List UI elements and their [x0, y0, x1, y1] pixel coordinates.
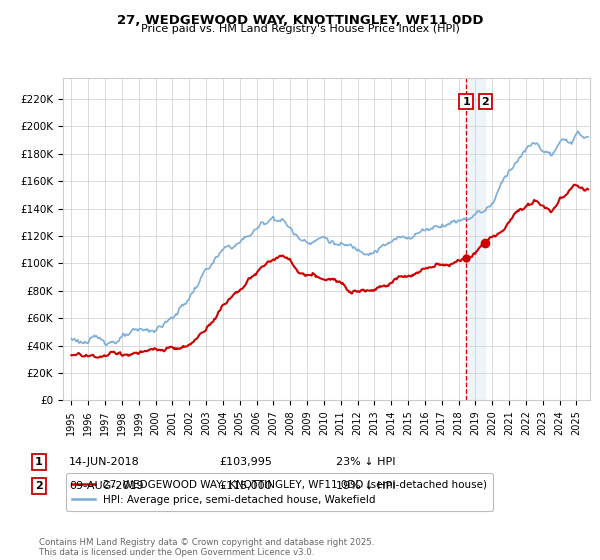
- Text: 2: 2: [482, 97, 490, 107]
- Text: 19% ↓ HPI: 19% ↓ HPI: [336, 481, 395, 491]
- Text: 2: 2: [35, 481, 43, 491]
- Text: 1: 1: [462, 97, 470, 107]
- Text: £115,000: £115,000: [219, 481, 272, 491]
- Text: 23% ↓ HPI: 23% ↓ HPI: [336, 457, 395, 467]
- Text: 14-JUN-2018: 14-JUN-2018: [69, 457, 140, 467]
- Text: 09-AUG-2019: 09-AUG-2019: [69, 481, 143, 491]
- Text: 27, WEDGEWOOD WAY, KNOTTINGLEY, WF11 0DD: 27, WEDGEWOOD WAY, KNOTTINGLEY, WF11 0DD: [117, 14, 483, 27]
- Legend: 27, WEDGEWOOD WAY, KNOTTINGLEY, WF11 0DD (semi-detached house), HPI: Average pri: 27, WEDGEWOOD WAY, KNOTTINGLEY, WF11 0DD…: [65, 473, 493, 511]
- Text: Price paid vs. HM Land Registry's House Price Index (HPI): Price paid vs. HM Land Registry's House …: [140, 24, 460, 34]
- Text: 1: 1: [35, 457, 43, 467]
- Text: Contains HM Land Registry data © Crown copyright and database right 2025.
This d: Contains HM Land Registry data © Crown c…: [39, 538, 374, 557]
- Text: £103,995: £103,995: [219, 457, 272, 467]
- Bar: [466, 78, 485, 400]
